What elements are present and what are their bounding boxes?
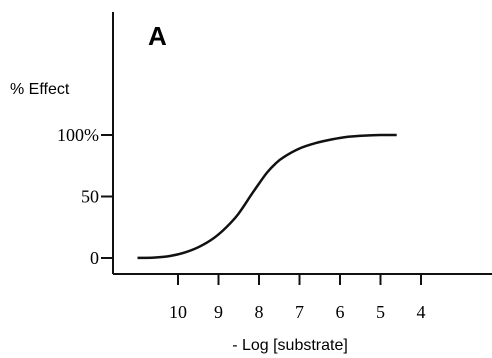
dose-response-curve [137,133,397,260]
axes [112,12,492,275]
x-tick-label: 10 [169,302,187,322]
x-tick-label: 4 [417,302,426,322]
x-axis-label: - Log [substrate] [232,337,348,354]
series [137,133,397,260]
y-ticks: 0 50 100% [57,125,113,268]
y-tick-label: 100% [57,125,99,145]
y-tick-label: 0 [90,248,99,268]
y-tick-label: 50 [81,187,99,207]
x-tick-label: 5 [376,302,385,322]
x-tick-label: 8 [255,302,264,322]
y-axis-label: % Effect [10,81,70,98]
x-tick-label: 9 [214,302,223,322]
x-tick-label: 6 [336,302,345,322]
x-ticks: 10 9 8 7 6 5 4 [169,274,426,322]
x-tick-label: 7 [295,302,304,322]
panel-label: A [148,21,167,51]
